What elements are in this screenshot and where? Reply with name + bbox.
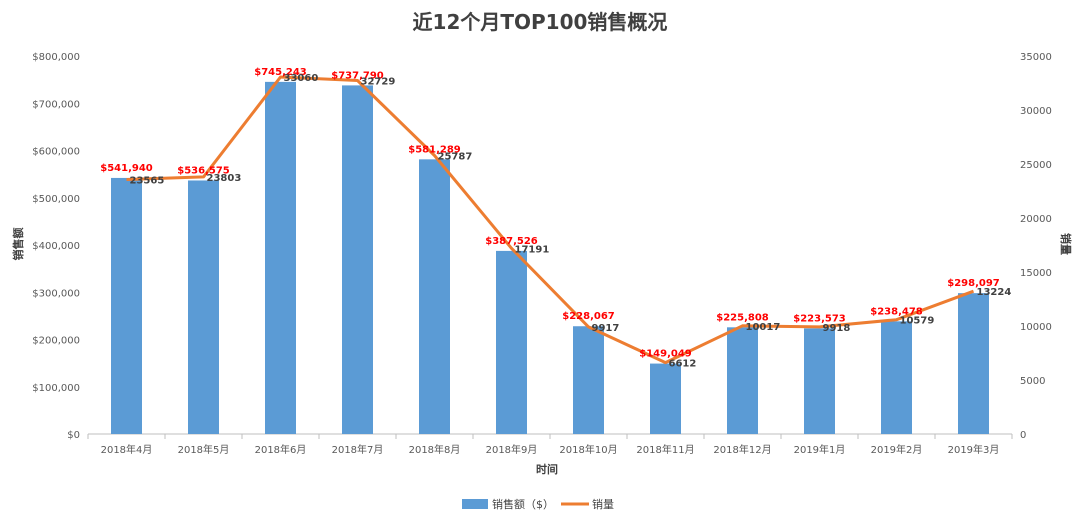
sales-bar [188, 180, 219, 434]
left-y-axis: $0 $100,000 $200,000 $300,000 $400,000 $500,0… [32, 52, 80, 441]
chart-title: 近12个月TOP100销售概况 [413, 10, 668, 34]
legend-line-label: 销量 [592, 497, 614, 511]
sales-bar [342, 85, 373, 434]
right-y-tick-label: 10000 [1020, 322, 1052, 333]
volume-data-label: 10017 [746, 322, 781, 333]
legend: 销售额（$） 销量 [462, 497, 614, 511]
volume-data-label: 13224 [977, 287, 1012, 298]
x-tick-label: 2019年2月 [871, 443, 923, 456]
sales-data-label: $745,243 [254, 67, 307, 78]
x-tick-label: 2018年12月 [713, 443, 771, 456]
sales-bar [265, 81, 296, 434]
x-tick-label: 2018年11月 [636, 443, 694, 456]
sales-data-label: $536,575 [177, 165, 230, 176]
left-y-tick-label: $400,000 [32, 241, 80, 252]
data-labels: $541,940 $536,575 $745,243 $737,790 $581,289… [100, 67, 1011, 370]
volume-data-label: 9917 [592, 323, 620, 334]
sales-data-label: $223,573 [793, 313, 846, 324]
bar-series [111, 81, 989, 434]
right-y-tick-label: 0 [1020, 430, 1026, 441]
x-tick-label: 2018年7月 [332, 443, 384, 456]
right-y-axis-title: 销量 [1059, 233, 1073, 255]
volume-data-label: 23803 [207, 173, 242, 184]
left-y-tick-label: $100,000 [32, 383, 80, 394]
sales-data-label: $581,289 [408, 144, 461, 155]
x-axis-title: 时间 [536, 462, 558, 476]
sales-bar [496, 250, 527, 434]
x-tick-label: 2018年10月 [559, 443, 617, 456]
sales-data-label: $387,526 [485, 236, 538, 247]
sales-bar [727, 327, 758, 434]
volume-line [126, 75, 975, 365]
sales-bar [111, 177, 142, 434]
sales-data-label: $238,478 [870, 306, 923, 317]
sales-bar [804, 328, 835, 434]
sales-bar [958, 293, 989, 434]
right-y-tick-label: 25000 [1020, 160, 1052, 171]
sales-bar [881, 321, 912, 434]
left-y-tick-label: $0 [67, 430, 80, 441]
volume-data-label: 33060 [284, 73, 319, 84]
sales-data-label: $298,097 [947, 278, 1000, 289]
right-y-tick-label: 35000 [1020, 52, 1052, 63]
volume-data-label: 17191 [515, 244, 550, 255]
volume-data-label: 23565 [130, 175, 165, 186]
left-y-tick-label: $300,000 [32, 288, 80, 299]
left-y-tick-label: $800,000 [32, 52, 80, 63]
right-y-tick-label: 20000 [1020, 214, 1052, 225]
right-y-tick-label: 5000 [1020, 376, 1045, 387]
volume-data-label: 32729 [361, 77, 396, 88]
x-tick-label: 2018年8月 [409, 443, 461, 456]
right-y-tick-label: 30000 [1020, 106, 1052, 117]
left-y-tick-label: $200,000 [32, 336, 80, 347]
left-y-tick-label: $600,000 [32, 147, 80, 158]
x-tick-label: 2018年9月 [486, 443, 538, 456]
sales-data-label: $228,067 [562, 311, 615, 322]
right-y-axis: 0 5000 10000 15000 20000 25000 30000 35000 [1020, 52, 1052, 441]
x-tick-label: 2018年5月 [178, 443, 230, 456]
legend-bar-label: 销售额（$） [492, 497, 554, 511]
sales-data-label: $149,049 [639, 349, 692, 360]
sales-bar [573, 326, 604, 434]
line-series [126, 75, 975, 365]
right-y-tick-label: 15000 [1020, 268, 1052, 279]
volume-data-label: 6612 [669, 359, 697, 370]
left-y-tick-label: $700,000 [32, 99, 80, 110]
x-tick-label: 2018年6月 [255, 443, 307, 456]
volume-data-label: 9918 [823, 323, 851, 334]
legend-bar-swatch [462, 499, 488, 509]
sales-data-label: $737,790 [331, 70, 384, 81]
sales-data-label: $541,940 [100, 163, 153, 174]
left-y-axis-title: 销售额 [11, 228, 25, 261]
volume-data-label: 10579 [900, 316, 935, 327]
x-tick-label: 2018年4月 [101, 443, 153, 456]
x-axis: 2018年4月 2018年5月 2018年6月 2018年7月 2018年8月 2018年… [87, 433, 1013, 456]
x-tick-label: 2019年3月 [948, 443, 1000, 456]
x-tick-label: 2019年1月 [794, 443, 846, 456]
sales-bar [650, 363, 681, 434]
sales-bar [419, 159, 450, 434]
left-y-tick-label: $500,000 [32, 194, 80, 205]
volume-data-label: 25787 [438, 152, 473, 163]
sales-data-label: $225,808 [716, 312, 769, 323]
